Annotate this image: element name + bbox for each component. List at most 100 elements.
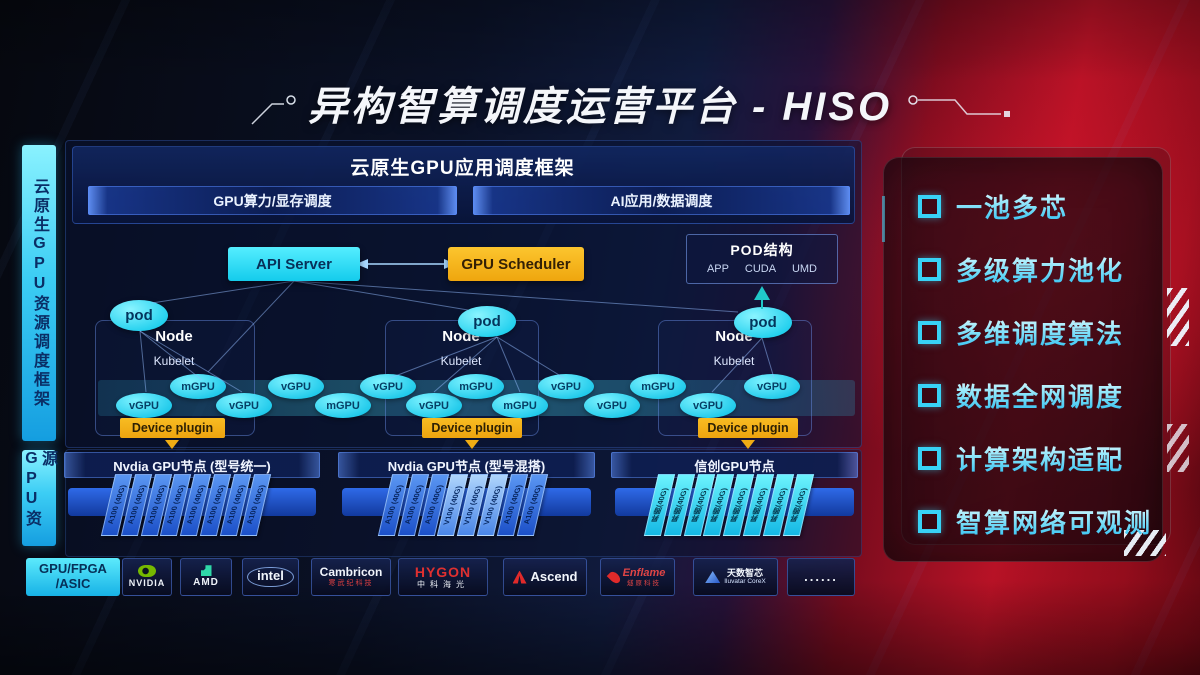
gpu-unit-mgpu: mGPU (630, 374, 686, 399)
pod-item-umd: UMD (791, 263, 818, 275)
vendor-text: Ascend (530, 568, 578, 585)
feature-item: 计算架构适配 (918, 440, 1152, 476)
vendor-row: GPU/FPGA /ASIC NVIDIA AMD intel Cambricon 寒武… (0, 557, 1200, 599)
device-plugin-label: Device plugin (698, 418, 798, 438)
square-bullet-icon (918, 257, 941, 281)
device-plugin-label: Device plugin (120, 418, 225, 438)
sidebar-label-cloud-native-gpu-framework: 云原生GPU资源调度框架 (22, 145, 56, 441)
gpu-unit-vgpu: vGPU (360, 374, 416, 399)
feature-label: 数据全网调度 (956, 377, 1124, 414)
bar-gpu-compute-scheduling: GPU算力/显存调度 (88, 186, 457, 215)
gpu-unit-mgpu: mGPU (315, 393, 371, 418)
gpu-unit-mgpu: mGPU (170, 374, 226, 399)
gpu-unit-vgpu: vGPU (680, 393, 736, 418)
node-label: Node (155, 328, 193, 345)
vendor-text: intel (247, 566, 294, 588)
vendor-text: Cambricon 寒武纪科技 (319, 565, 383, 588)
feature-label: 智算网络可观测 (956, 503, 1152, 540)
device-plugin-label: Device plugin (422, 418, 522, 438)
feature-item: 多级算力池化 (918, 251, 1152, 287)
vendor-name: 天数智芯 (726, 568, 763, 579)
vendor-nvidia: NVIDIA (122, 558, 172, 596)
gpu-scheduler-box: GPU Scheduler (448, 247, 584, 281)
square-bullet-icon (918, 509, 941, 533)
gpu-node-group-label: 信创GPU节点 (611, 452, 858, 478)
pod-ellipse: pod (734, 307, 792, 338)
vendor-header-line1: GPU/FPGA (39, 561, 107, 577)
vendor-name: Ascend (530, 568, 578, 584)
gpu-unit-vgpu: vGPU (584, 393, 640, 418)
vendor-name: ...... (804, 568, 838, 584)
vendor-hygon: HYGON 中科海光 (398, 558, 488, 596)
kubelet-label: Kubelet (440, 354, 482, 368)
vendor-text: 天数智芯 Iluvatar CoreX (724, 568, 766, 586)
gpu-unit-vgpu: vGPU (216, 393, 272, 418)
vendor-ascend: Ascend (503, 558, 587, 596)
vendor-name: AMD (193, 577, 219, 589)
sidebar-bottom-text: GPU资源 (23, 450, 56, 529)
vendor-subname: 燧原科技 (626, 579, 661, 587)
vendor-name: HYGON (414, 564, 472, 581)
device-plugin-arrow-icon (465, 440, 479, 449)
gpu-unit-vgpu: vGPU (116, 393, 172, 418)
vendor-amd: AMD (180, 558, 232, 596)
feature-panel (883, 157, 1163, 562)
page-title: 异构智算调度运营平台 - HISO (307, 85, 893, 129)
device-plugin-arrow-icon (741, 440, 755, 449)
feature-item: 数据全网调度 (918, 377, 1152, 413)
kubelet-label: Kubelet (713, 354, 755, 368)
vendor-cambricon: Cambricon 寒武纪科技 (311, 558, 391, 596)
vendor-name: Enflame (622, 566, 666, 579)
enflame-logo-icon (606, 569, 622, 585)
amd-logo-icon (200, 565, 212, 577)
ascend-logo-icon (512, 570, 527, 584)
vendor-subname: Iluvatar CoreX (724, 578, 766, 586)
sidebar-label-gpu-resources: GPU资源 (22, 450, 56, 546)
gpu-node-group: 信创GPU节点 昇腾(40G) 昇腾(40G) 昇腾(40G) 昇腾(40G) 昇腾(40… (611, 452, 858, 555)
gpu-unit-vgpu: vGPU (268, 374, 324, 399)
vendor-name: NVIDIA (128, 578, 166, 589)
gpu-node-group-label: Nvdia GPU节点 (型号统一) (64, 452, 320, 478)
pod-structure-title: POD结构 (730, 242, 794, 258)
hazard-stripes-icon (1167, 424, 1189, 472)
vendor-header-line2: /ASIC (55, 576, 91, 591)
pod-structure-items: APP CUDA UMD (687, 260, 837, 275)
vendor-text: NVIDIA (129, 578, 166, 588)
sidebar-top-text: 云原生GPU资源调度框架 (31, 177, 48, 409)
gpu-unit-mgpu: mGPU (492, 393, 548, 418)
gpu-unit-vgpu: vGPU (744, 374, 800, 399)
node-group: Node Kubelet pod Device plugin (95, 300, 255, 452)
vendor-subname: 寒武纪科技 (328, 579, 374, 587)
nvidia-logo-icon (138, 565, 156, 578)
vendor-enflame: Enflame 燧原科技 (600, 558, 675, 596)
vendor-iluvatar: 天数智芯 Iluvatar CoreX (693, 558, 778, 596)
device-plugin-arrow-icon (165, 440, 179, 449)
gpu-node-group: Nvdia GPU节点 (型号统一) A100 (40G) A100 (40G) A1… (64, 452, 320, 555)
pod-item-cuda: CUDA (744, 263, 777, 275)
square-bullet-icon (918, 194, 941, 218)
vendor-row-header: GPU/FPGA /ASIC (26, 558, 120, 596)
vendor-name: Cambricon (319, 565, 383, 580)
gpu-unit-vgpu: vGPU (406, 393, 462, 418)
vendor-subname: 中科海光 (417, 580, 469, 590)
api-server-box: API Server (228, 247, 360, 281)
title-circuit-decoration-left (251, 95, 296, 125)
title-circuit-decoration-right (908, 95, 1010, 117)
gpu-node-group: Nvdia GPU节点 (型号混搭) A100 (40G) A100 (40G) A1… (338, 452, 595, 555)
feature-list: 一池多芯多级算力池化 多维调度算法 数据全网调度 计算架构适配 智算网络可观测 (918, 188, 1152, 539)
framework-header-title: 云原生GPU应用调度框架 (350, 158, 575, 179)
feature-label: 多维调度算法 (956, 314, 1124, 351)
vendor-text: Enflame 燧原科技 (623, 567, 666, 587)
feature-item: 智算网络可观测 (918, 503, 1152, 539)
feature-label: 一池多芯 (956, 188, 1068, 225)
vendor-intel: intel (242, 558, 299, 596)
vendor-text: HYGON 中科海光 (415, 564, 471, 589)
iluvatar-logo-icon (705, 571, 721, 583)
feature-label: 计算架构适配 (956, 440, 1124, 477)
pod-ellipse: pod (110, 300, 168, 331)
pod-ellipse: pod (458, 306, 516, 337)
pod-structure-box: POD结构 APP CUDA UMD (686, 234, 838, 284)
feature-label: 多级算力池化 (956, 251, 1124, 288)
square-bullet-icon (918, 383, 941, 407)
